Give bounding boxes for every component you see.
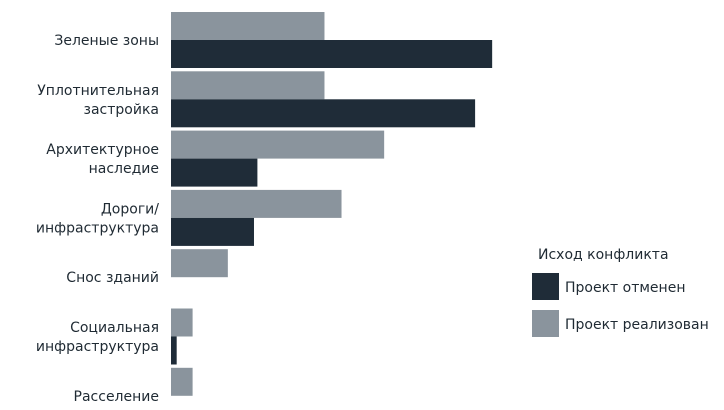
bar-cancelled	[171, 40, 493, 68]
bar-realized	[171, 130, 385, 159]
bar-cancelled	[171, 217, 254, 246]
category-label: Социальная инфраструктура	[36, 320, 159, 355]
category-label: Архитектурное наследие	[46, 142, 159, 177]
bar-realized	[171, 71, 325, 100]
legend-title: Исход конфликта	[538, 247, 669, 263]
legend-label: Проект отменен	[565, 280, 685, 296]
bar-realized	[171, 189, 342, 218]
bar-realized	[171, 12, 325, 40]
category-label: Уплотнительная застройка	[37, 83, 159, 118]
bar-cancelled	[171, 336, 177, 365]
legend-swatch	[532, 310, 559, 337]
legend-swatch	[532, 273, 559, 300]
category-label: Снос зданий	[66, 270, 159, 286]
bar-cancelled	[171, 99, 476, 128]
category-label: Зеленые зоны	[54, 33, 159, 49]
category-label: Расселение	[74, 389, 159, 405]
legend-label: Проект реализован	[565, 317, 709, 333]
bar-realized	[171, 308, 193, 337]
bar-cancelled	[171, 158, 258, 187]
bar-realized	[171, 249, 228, 278]
bar-realized	[171, 367, 193, 396]
category-label: Дороги/инфраструктура	[36, 201, 159, 236]
